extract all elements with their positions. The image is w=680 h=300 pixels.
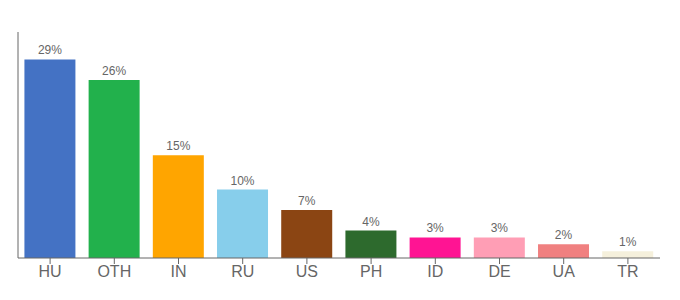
svg-text:15%: 15% [166,139,190,153]
svg-text:UA: UA [553,263,576,280]
svg-text:ID: ID [427,263,443,280]
svg-text:OTH: OTH [97,263,131,280]
svg-text:TR: TR [617,263,638,280]
svg-text:PH: PH [360,263,382,280]
svg-text:IN: IN [171,263,187,280]
svg-text:RU: RU [231,263,254,280]
svg-text:3%: 3% [426,221,444,235]
svg-text:2%: 2% [555,228,573,242]
svg-text:4%: 4% [362,215,380,229]
svg-text:US: US [296,263,318,280]
svg-text:3%: 3% [491,221,509,235]
svg-text:1%: 1% [619,235,637,249]
svg-text:7%: 7% [298,194,316,208]
svg-text:29%: 29% [38,43,62,57]
svg-text:26%: 26% [102,64,126,78]
svg-text:HU: HU [39,263,62,280]
svg-text:10%: 10% [231,174,255,188]
svg-text:DE: DE [488,263,510,280]
